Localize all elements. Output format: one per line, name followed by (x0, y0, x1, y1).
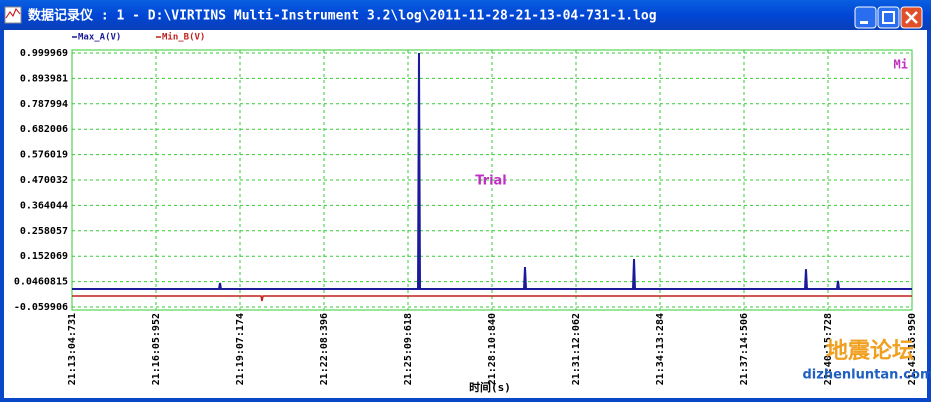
x-tick-label: 21:40:15:728 (823, 313, 834, 385)
x-tick-label: 21:25:09:618 (403, 313, 414, 385)
watermark-url: dizhenluntan.com (803, 368, 931, 383)
title-bar (0, 0, 931, 30)
window-title: 数据记录仪 : 1 - D:\VIRTINS Multi-Instrument … (28, 8, 657, 24)
legend-label: Min_B(V) (162, 32, 205, 43)
x-tick-label: 21:19:07:174 (235, 313, 246, 385)
y-tick-label: 0.364044 (20, 200, 68, 211)
x-axis-label: 时间(s) (469, 380, 511, 394)
y-tick-label: 0.576019 (20, 150, 68, 161)
annotation: Mi (894, 58, 908, 72)
y-tick-label: -0.059906 (14, 302, 68, 313)
x-tick-label: 21:16:05:952 (151, 313, 162, 385)
y-tick-label: 0.258057 (20, 226, 68, 237)
data-line (72, 295, 912, 302)
y-tick-label: 0.470032 (20, 175, 68, 186)
minimize-button[interactable] (854, 6, 877, 29)
close-button[interactable] (900, 6, 923, 29)
x-tick-label: 21:13:04:731 (67, 313, 78, 385)
y-tick-label: 0.999969 (20, 48, 68, 59)
x-tick-label: 21:43:16:950 (907, 313, 918, 385)
x-tick-label: 21:34:13:284 (655, 313, 666, 385)
watermark-name: 地震论坛 (826, 338, 914, 364)
y-tick-label: 0.0460815 (14, 277, 68, 288)
y-tick-label: 0.152069 (20, 251, 68, 262)
x-tick-label: 21:37:14:506 (739, 313, 750, 385)
maximize-button[interactable] (877, 6, 900, 29)
x-tick-label: 21:22:08:396 (319, 313, 330, 385)
y-tick-label: 0.787994 (20, 99, 68, 110)
data-line (72, 52, 912, 291)
x-tick-label: 21:28:10:840 (487, 313, 498, 385)
annotation: Trial (475, 174, 507, 189)
app-icon-line (5, 8, 21, 19)
y-tick-label: 0.893981 (20, 73, 68, 84)
x-tick-label: 21:31:12:062 (571, 313, 582, 385)
chart: 0.999969 0.893981 0.787994 0.682006 0.576019… (14, 32, 918, 395)
y-tick-label: 0.682006 (20, 124, 68, 135)
legend-label: Max_A(V) (78, 33, 121, 43)
